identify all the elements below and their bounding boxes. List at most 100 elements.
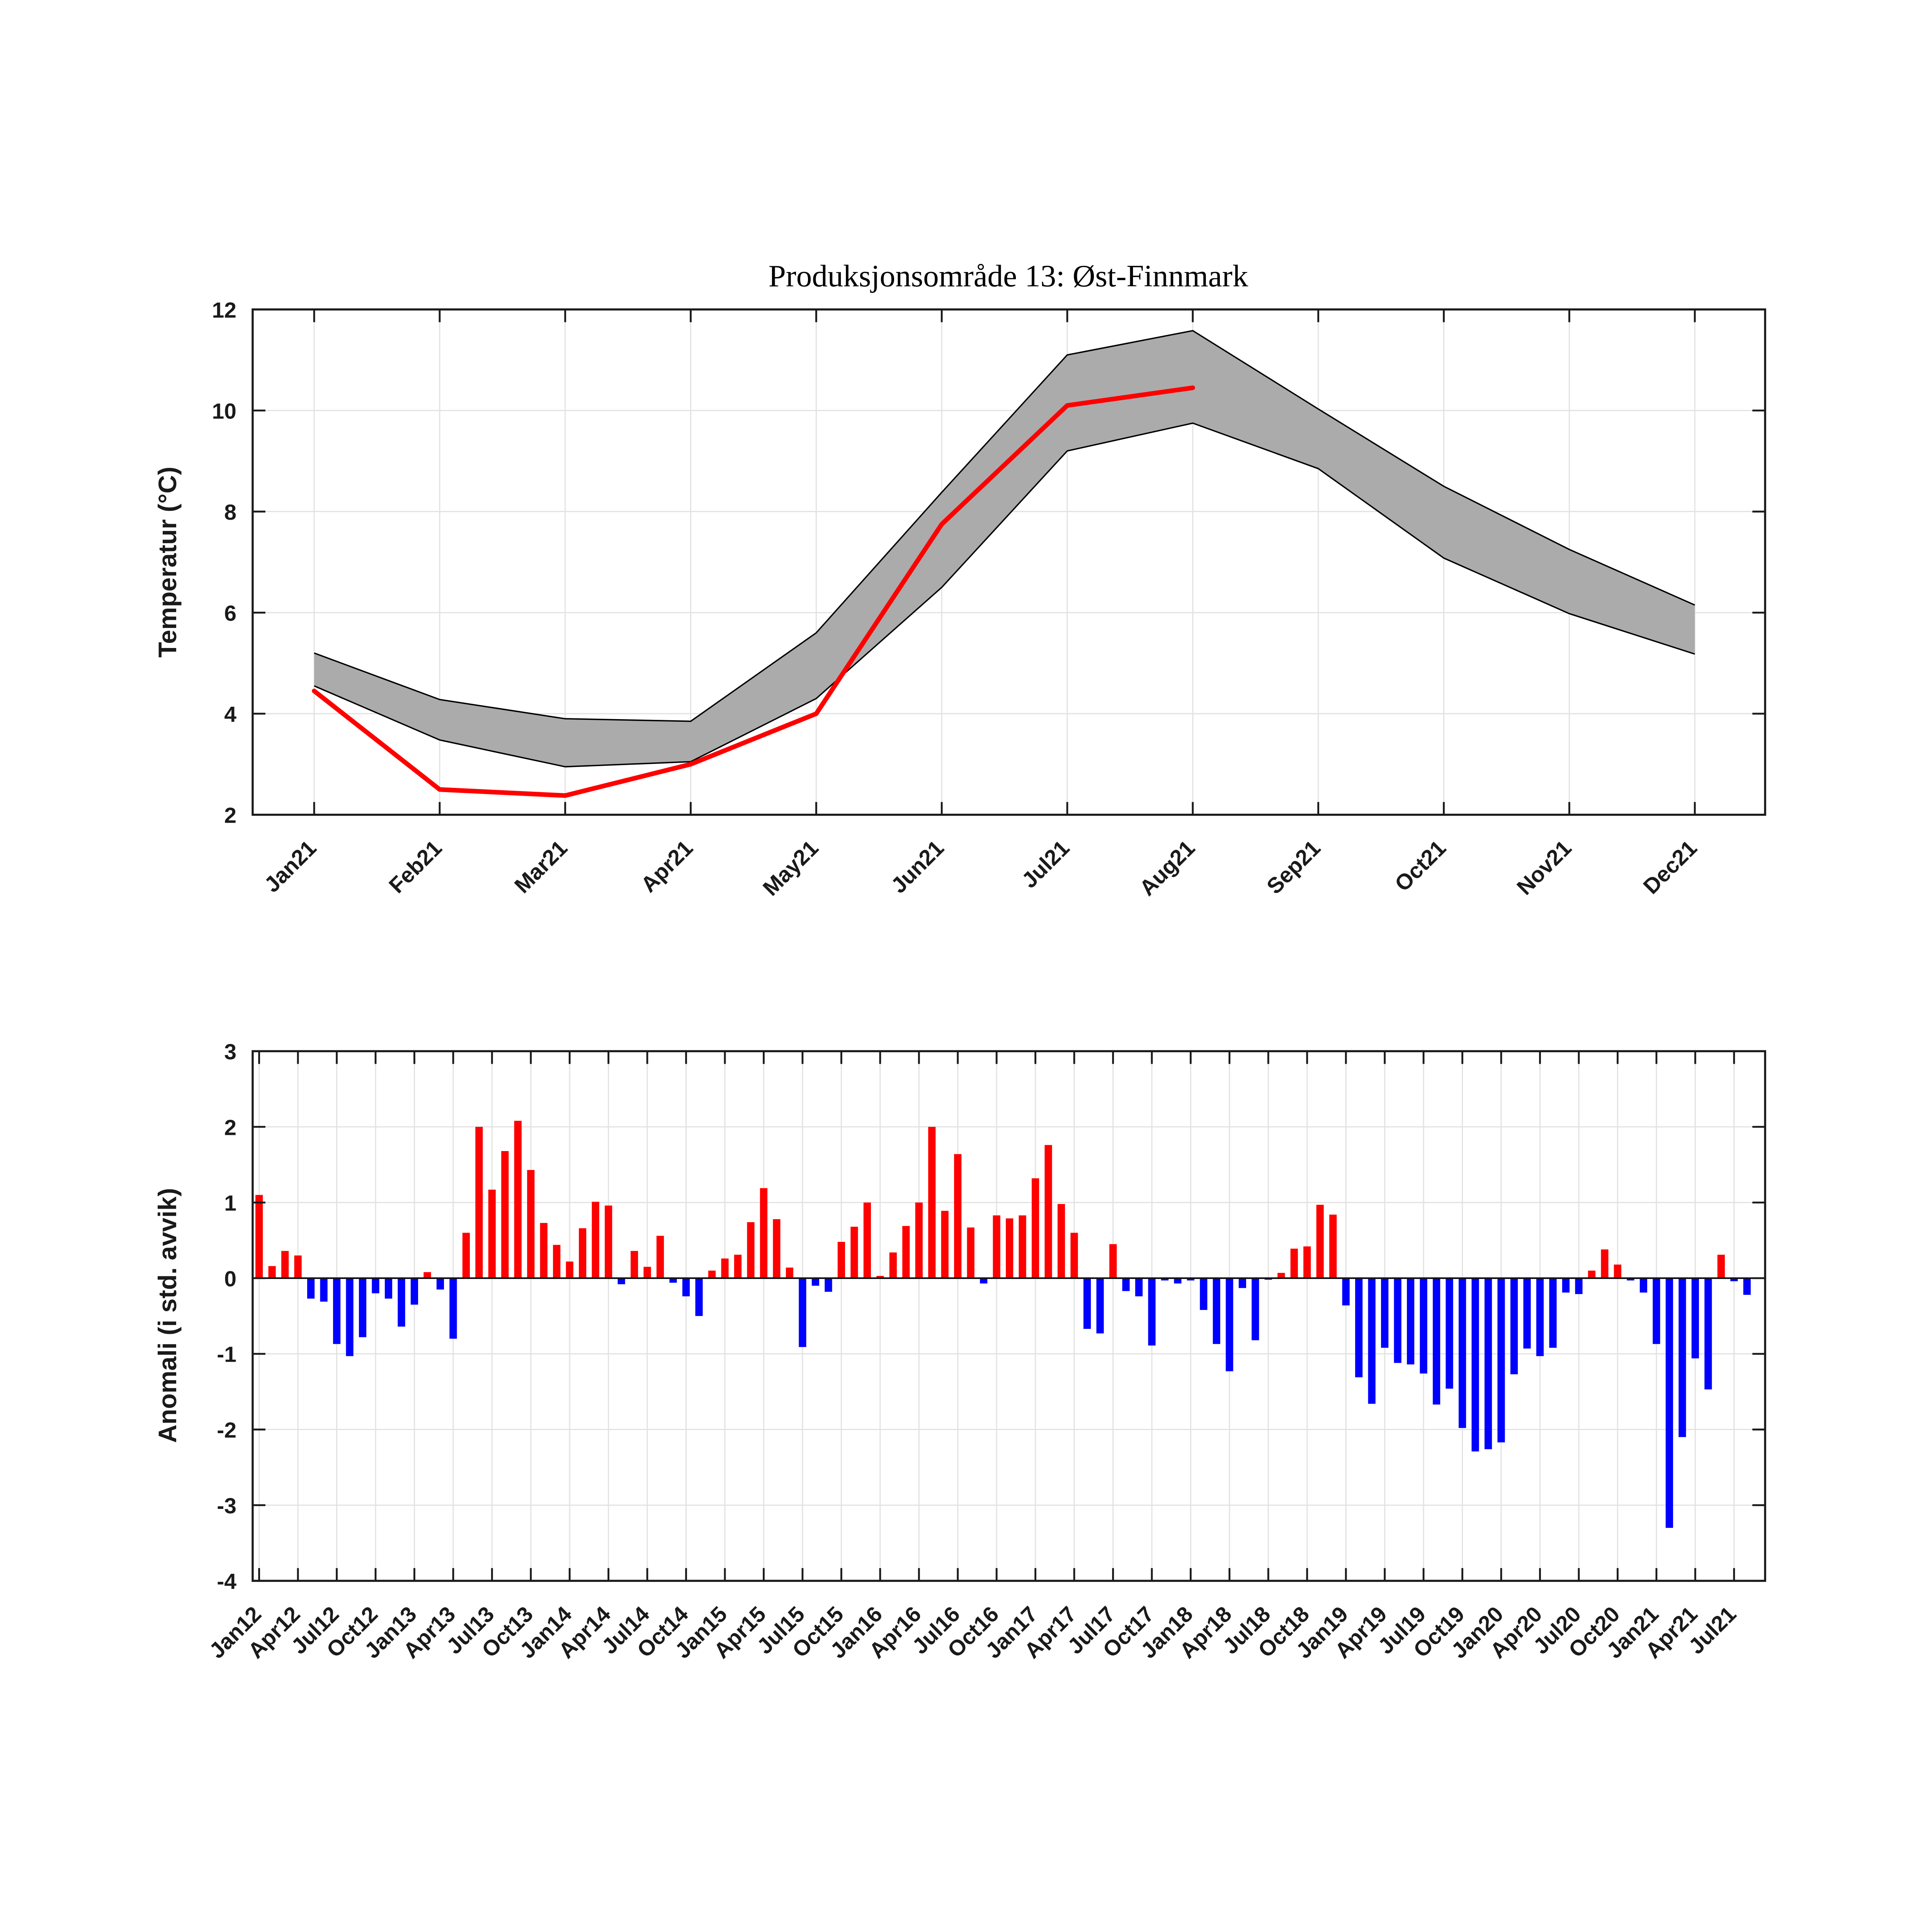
anomaly-bar	[1381, 1278, 1389, 1348]
anomaly-bar	[734, 1255, 742, 1278]
anomaly-bar	[475, 1127, 483, 1278]
y-tick-label: 4	[224, 702, 236, 727]
anomaly-bar	[1252, 1278, 1259, 1340]
anomaly-bar	[1562, 1278, 1570, 1293]
anomaly-bar	[760, 1188, 768, 1278]
x-tick-label: Nov21	[1512, 835, 1576, 900]
anomaly-bar	[863, 1202, 871, 1278]
climatology-band	[314, 330, 1695, 767]
anomaly-bar	[643, 1267, 651, 1278]
anomaly-bar	[1743, 1278, 1751, 1295]
anomaly-bar	[1148, 1278, 1156, 1346]
anomaly-bar	[1523, 1278, 1531, 1349]
anomaly-bar	[592, 1202, 599, 1278]
anomaly-chart-panel: -4-3-2-10123Jan12Apr12Jul12Oct12Jan13Apr…	[204, 1039, 1766, 1663]
anomaly-bar	[1601, 1249, 1609, 1278]
anomaly-bar	[1070, 1233, 1078, 1278]
anomaly-bar	[825, 1278, 832, 1292]
y-tick-label: -4	[217, 1569, 236, 1594]
anomaly-bar	[1044, 1145, 1052, 1278]
y-tick-label: 10	[212, 399, 236, 423]
anomaly-bar	[1226, 1278, 1233, 1371]
anomaly-bar	[462, 1233, 470, 1278]
anomaly-bar	[579, 1228, 587, 1278]
anomaly-bar	[1342, 1278, 1350, 1306]
anomaly-bar	[1187, 1278, 1195, 1281]
anomaly-bar	[1303, 1246, 1311, 1278]
anomaly-bar	[1032, 1178, 1039, 1278]
anomaly-bar	[1122, 1278, 1130, 1291]
anomaly-bar	[1614, 1264, 1621, 1278]
anomaly-bar	[1639, 1278, 1647, 1293]
anomaly-bar	[488, 1189, 496, 1278]
anomaly-bar	[1653, 1278, 1660, 1344]
anomaly-bar	[1510, 1278, 1518, 1374]
anomaly-y-axis-label: Anomali (i std. avvik)	[153, 1188, 182, 1443]
x-tick-label: Oct21	[1390, 835, 1451, 896]
anomaly-bar	[799, 1278, 806, 1347]
x-tick-label: Dec21	[1638, 835, 1702, 899]
anomaly-bar	[1329, 1214, 1337, 1278]
anomaly-bar	[669, 1278, 677, 1283]
x-tick-label: Sep21	[1262, 835, 1325, 899]
anomaly-bar	[372, 1278, 379, 1294]
anomaly-bar	[1006, 1218, 1014, 1278]
anomaly-bar	[423, 1272, 431, 1278]
anomaly-bar	[398, 1278, 405, 1327]
anomaly-bar	[320, 1278, 328, 1302]
anomaly-bar	[449, 1278, 457, 1339]
anomaly-bar	[1057, 1204, 1065, 1278]
anomaly-bar	[876, 1276, 884, 1278]
anomaly-bar	[1497, 1278, 1505, 1442]
anomaly-bar	[1019, 1215, 1026, 1278]
anomaly-bar	[527, 1170, 535, 1278]
anomaly-bar	[1355, 1278, 1363, 1378]
anomaly-bar	[1213, 1278, 1220, 1344]
anomaly-bar	[1096, 1278, 1104, 1333]
anomaly-bar	[359, 1278, 367, 1337]
anomaly-bar	[553, 1245, 561, 1278]
anomaly-bar	[1238, 1278, 1246, 1288]
anomaly-bar	[294, 1255, 302, 1278]
anomaly-bar	[1679, 1278, 1686, 1437]
anomaly-bar	[1083, 1278, 1091, 1329]
band-upper-edge	[314, 330, 1695, 722]
anomaly-bar	[1135, 1278, 1143, 1296]
anomaly-bar	[514, 1121, 522, 1278]
anomaly-bar	[967, 1227, 975, 1278]
anomaly-bar	[346, 1278, 354, 1356]
anomaly-bar	[837, 1242, 845, 1278]
anomaly-bar	[333, 1278, 341, 1344]
anomaly-bar	[617, 1278, 625, 1284]
anomaly-axes-box	[252, 1050, 1766, 1582]
anomaly-bar	[902, 1226, 910, 1278]
anomaly-bar	[954, 1154, 962, 1278]
anomaly-bar	[708, 1270, 716, 1278]
anomaly-bar	[307, 1278, 315, 1299]
temperature-axes-box	[252, 308, 1766, 816]
anomaly-bar	[1730, 1278, 1738, 1281]
anomaly-bar	[1446, 1278, 1453, 1389]
anomaly-bar	[1290, 1248, 1298, 1278]
anomaly-bar	[747, 1222, 755, 1278]
anomaly-bar	[1575, 1278, 1583, 1294]
anomaly-bar	[695, 1278, 703, 1316]
anomaly-bar	[1161, 1278, 1169, 1281]
anomaly-bar	[993, 1215, 1000, 1278]
anomaly-bar	[941, 1211, 949, 1278]
temperature-chart-panel: 2 4 6 8 10 12 Jan21 Feb21 Mar21 Apr21 May21 Jun21 Ju…	[212, 298, 1766, 901]
y-tick-label: -3	[217, 1493, 236, 1518]
anomaly-bar	[773, 1219, 781, 1278]
anomaly-bar	[1704, 1278, 1712, 1389]
anomaly-bar	[1588, 1270, 1596, 1278]
anomaly-bar	[281, 1251, 289, 1278]
y-tick-label: 3	[224, 1039, 236, 1064]
anomaly-bar	[721, 1258, 729, 1278]
y-tick-label: -2	[217, 1418, 236, 1443]
x-tick-label: Feb21	[384, 835, 447, 898]
anomaly-bar	[1627, 1278, 1634, 1281]
anomaly-bar	[1458, 1278, 1466, 1428]
anomaly-bar	[656, 1236, 664, 1278]
anomaly-bar	[1484, 1278, 1492, 1449]
